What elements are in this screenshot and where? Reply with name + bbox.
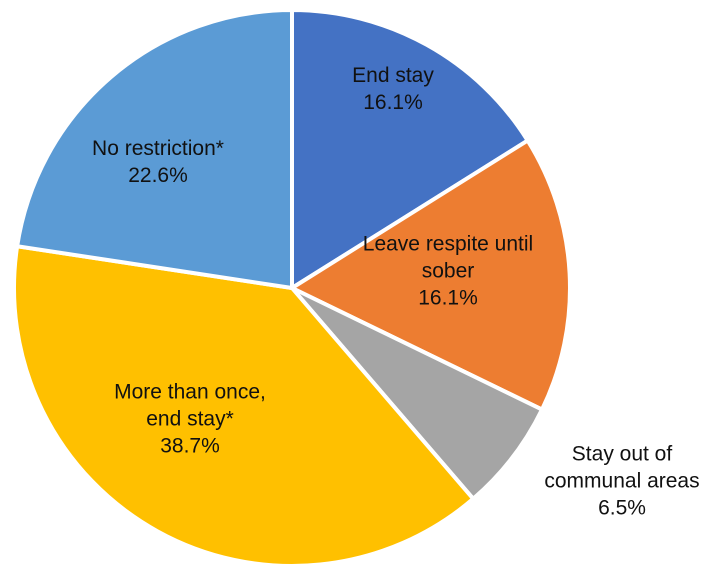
data-label-category: Leave respite until <box>363 233 533 256</box>
data-label-end-stay: End stay 16.1% <box>352 64 434 114</box>
data-label-category: end stay* <box>146 408 234 431</box>
data-label-no-restriction: No restriction* 22.6% <box>92 137 224 187</box>
data-label-value: 16.1% <box>363 91 423 114</box>
data-label-category: No restriction* <box>92 137 224 160</box>
data-label-category: Stay out of <box>572 443 673 466</box>
pie-slice-leave-respite-until-sober <box>287 137 572 413</box>
data-label-value: 6.5% <box>598 497 646 520</box>
data-label-leave-respite-until-sober: Leave respite until sober 16.1% <box>363 233 533 310</box>
data-label-value: 16.1% <box>418 287 478 310</box>
data-label-category: sober <box>422 260 475 283</box>
pie-slice-stay-out-of-communal-areas <box>290 286 545 502</box>
labels-layer: End stay 16.1% Leave respite until sober 16.… <box>92 64 700 520</box>
pie-slice-more-than-once-end-stay <box>11 243 477 568</box>
data-label-stay-out-of-communal-areas: Stay out of communal areas 6.5% <box>544 443 699 520</box>
data-label-value: 22.6% <box>128 164 188 187</box>
data-label-value: 38.7% <box>160 435 220 458</box>
data-label-category: More than once, <box>114 381 266 404</box>
data-label-category: End stay <box>352 64 434 87</box>
data-label-category: communal areas <box>544 470 699 493</box>
pie-slice-end-stay <box>290 7 531 292</box>
data-label-more-than-once-end-stay: More than once, end stay* 38.7% <box>114 381 266 458</box>
slices-layer <box>11 7 572 568</box>
pie-slice-no-restriction <box>14 7 294 291</box>
